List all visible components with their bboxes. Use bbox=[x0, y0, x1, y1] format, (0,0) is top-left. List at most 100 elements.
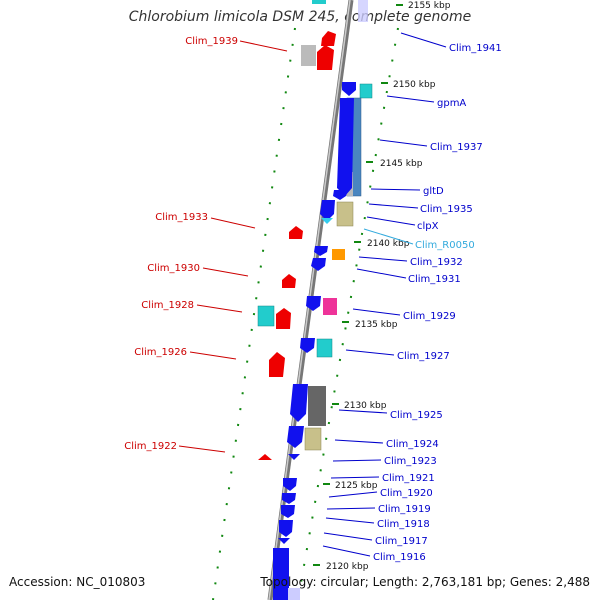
gene-clim-1940 bbox=[321, 31, 336, 46]
gene-label-clim-1924[interactable]: Clim_1924 bbox=[386, 439, 439, 450]
gene-clim-1939-arrow bbox=[317, 45, 334, 70]
gene-label-clim-1928[interactable]: Clim_1928 bbox=[141, 300, 194, 311]
gene-clim-1932 bbox=[332, 249, 345, 260]
gene-label-clim-1932[interactable]: Clim_1932 bbox=[410, 257, 463, 268]
gene-clim-1927 bbox=[316, 338, 333, 358]
gene-arrow bbox=[311, 258, 326, 271]
gene-label-clim-1927[interactable]: Clim_1927 bbox=[397, 351, 450, 362]
leader-line-clim-1919 bbox=[326, 507, 376, 510]
leader-line-clim-1930 bbox=[202, 267, 249, 277]
gene-clim-1935 bbox=[336, 201, 354, 227]
genes-inner-strand bbox=[273, 0, 356, 600]
kbp-ticks bbox=[313, 4, 403, 566]
kbp-label: 2120 kbp bbox=[326, 562, 369, 572]
leader-line-clim-1933 bbox=[210, 217, 256, 229]
gene-arrow bbox=[342, 82, 356, 96]
gene-clim-1933 bbox=[289, 226, 303, 239]
gene-gpma bbox=[359, 83, 373, 99]
leader-line-clim-1922 bbox=[178, 445, 226, 453]
gene-clim-1941 bbox=[358, 0, 368, 22]
gene-label-clim-1941[interactable]: Clim_1941 bbox=[449, 43, 502, 54]
leader-line-clim-1935 bbox=[368, 203, 419, 209]
leader-line-gpma bbox=[386, 95, 435, 103]
gene-arrow bbox=[282, 493, 296, 504]
outer-dotted-guide-left bbox=[212, 27, 296, 600]
leader-line-clim-1927 bbox=[345, 349, 395, 356]
gene-label-clim-1931[interactable]: Clim_1931 bbox=[408, 274, 461, 285]
gene-label-clim-1939[interactable]: Clim_1939 bbox=[185, 36, 238, 47]
leader-line-gltd bbox=[370, 188, 421, 191]
gene-arrow-small bbox=[288, 454, 300, 460]
leader-line-clim-1937 bbox=[379, 139, 428, 147]
gene-label-clim-1917[interactable]: Clim_1917 bbox=[375, 536, 428, 547]
kbp-label: 2150 kbp bbox=[393, 80, 436, 90]
gene-label-clim-1926[interactable]: Clim_1926 bbox=[134, 347, 187, 358]
gene-label-clim-r0050[interactable]: Clim_R0050 bbox=[415, 240, 475, 251]
gene-arrow bbox=[283, 478, 297, 491]
kbp-label: 2135 kbp bbox=[355, 320, 398, 330]
gene-label-clim-1919[interactable]: Clim_1919 bbox=[378, 504, 431, 515]
gene-label-clim-1930[interactable]: Clim_1930 bbox=[147, 263, 200, 274]
gene-label-clim-1935[interactable]: Clim_1935 bbox=[420, 204, 473, 215]
gene-label-clim-1920[interactable]: Clim_1920 bbox=[380, 488, 433, 499]
leader-line-clim-1939 bbox=[239, 40, 288, 52]
gene-label-clpx[interactable]: clpX bbox=[417, 221, 439, 232]
leader-line-clim-1924 bbox=[334, 439, 384, 444]
leader-line-clpx bbox=[366, 216, 416, 226]
leader-line-clim-1926 bbox=[189, 351, 237, 360]
gene-label-gpma[interactable]: gpmA bbox=[437, 98, 466, 109]
gene-clim-1922 bbox=[258, 454, 272, 460]
leader-line-clim-1917 bbox=[323, 532, 373, 541]
gene-label-clim-1921[interactable]: Clim_1921 bbox=[382, 473, 435, 484]
gene-clim-1930 bbox=[282, 274, 296, 288]
gene-arrow bbox=[300, 338, 315, 353]
outer-dotted-guide-right bbox=[297, 27, 399, 600]
leader-line-clim-1921 bbox=[330, 476, 380, 479]
gene-clim-1929 bbox=[323, 298, 337, 315]
map-title: Chlorobium limicola DSM 245, complete ge… bbox=[128, 9, 472, 25]
gene-clim-1928-arrow bbox=[276, 308, 291, 329]
leader-line-clim-1918 bbox=[325, 517, 375, 524]
leader-line-clim-r0050 bbox=[363, 228, 414, 245]
gene-label-clim-1937[interactable]: Clim_1937 bbox=[430, 142, 483, 153]
gene-arrow bbox=[314, 246, 328, 256]
gene-label-clim-1925[interactable]: Clim_1925 bbox=[390, 410, 443, 421]
gene-arrow bbox=[320, 200, 335, 221]
genome-summary-text: Topology: circular; Length: 2,763,181 bp… bbox=[260, 575, 590, 589]
gene-arrow bbox=[306, 296, 321, 311]
gene-arrow bbox=[333, 190, 348, 200]
gene-arrow bbox=[279, 520, 293, 537]
gene-arrow bbox=[281, 505, 295, 518]
gene-label-clim-1918[interactable]: Clim_1918 bbox=[377, 519, 430, 530]
gene-label-clim-1933[interactable]: Clim_1933 bbox=[155, 212, 208, 223]
kbp-label: 2145 kbp bbox=[380, 159, 423, 169]
leader-line-clim-1920 bbox=[328, 491, 378, 498]
gene-label-clim-1923[interactable]: Clim_1923 bbox=[384, 456, 437, 467]
gene-arrow bbox=[337, 98, 354, 196]
gene-clim-1939 bbox=[301, 45, 316, 66]
leader-line-clim-1929 bbox=[352, 308, 401, 316]
leader-line-clim-1916 bbox=[322, 545, 371, 557]
gene-block-1941 bbox=[312, 0, 326, 4]
gene-block-light bbox=[288, 588, 300, 600]
gene-block bbox=[273, 548, 289, 600]
leader-line-clim-1925 bbox=[338, 409, 388, 414]
leader-line-clim-1931 bbox=[356, 268, 407, 279]
gene-label-gltd[interactable]: gltD bbox=[423, 186, 444, 197]
gene-clim-1926 bbox=[269, 352, 285, 377]
gene-label-clim-1922[interactable]: Clim_1922 bbox=[124, 441, 177, 452]
genes-outer-strand bbox=[304, 0, 373, 451]
gene-arrow-small bbox=[321, 218, 333, 224]
gene-arrow-small bbox=[278, 538, 290, 544]
gene-label-clim-1916[interactable]: Clim_1916 bbox=[373, 552, 426, 563]
leader-line-clim-1928 bbox=[196, 304, 243, 313]
accession-text: Accession: NC_010803 bbox=[9, 575, 146, 589]
leader-line-clim-1923 bbox=[332, 459, 382, 462]
gene-clim-1928 bbox=[257, 305, 275, 327]
gene-clim-1924 bbox=[304, 427, 322, 451]
genes-left-strand bbox=[257, 31, 336, 460]
kbp-label: 2130 kbp bbox=[344, 401, 387, 411]
gene-clim-1925 bbox=[308, 386, 326, 426]
gene-label-clim-1929[interactable]: Clim_1929 bbox=[403, 311, 456, 322]
